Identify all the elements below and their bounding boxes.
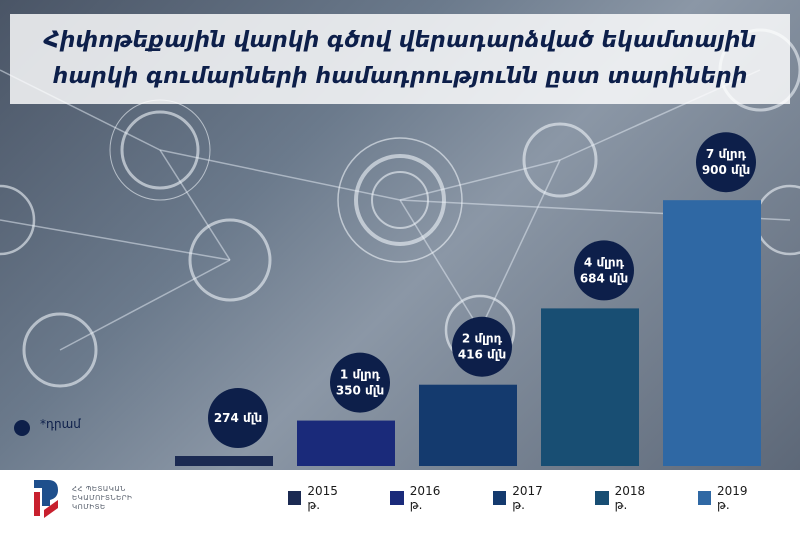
logo-line-2: ԵԿԱՄՈՒՏՆԵՐԻ — [72, 493, 133, 502]
legend-item-5: 2019 թ. — [697, 484, 762, 512]
bar-1 — [175, 456, 273, 466]
legend-swatch-5 — [697, 491, 712, 505]
value-label-5-2: 900 մլն — [702, 163, 750, 177]
legend-swatch-1 — [288, 491, 302, 505]
legend-swatch-3 — [492, 491, 507, 505]
value-label-2-1: 1 մլրդ — [340, 368, 381, 382]
value-label-4-2: 684 մլն — [580, 271, 628, 285]
value-bubble-5 — [696, 132, 756, 193]
chart-title: Հիփոթեքային վարկի գծով վերադարձված եկամտ… — [43, 28, 757, 89]
legend-label-1: 2015 թ. — [307, 484, 338, 512]
value-label-4-1: 4 մլրդ — [584, 255, 625, 269]
logo-line-1: ՀՀ ՊԵՏԱԿԱՆ — [72, 484, 126, 493]
src-logo-icon — [34, 480, 58, 518]
unit-note: *դրամ — [14, 417, 81, 436]
legend-item-2: 2016 թ. — [390, 484, 454, 512]
bar-2 — [297, 420, 395, 466]
legend-label-5: 2019 թ. — [717, 484, 748, 512]
value-label-5-1: 7 մլրդ — [706, 147, 747, 161]
legend-label-4: 2018 թ. — [614, 484, 646, 512]
value-bubble-1 — [208, 388, 268, 448]
value-bubble-2 — [330, 352, 390, 413]
value-label-1-1: 274 մլն — [214, 411, 262, 425]
unit-label: *դրամ — [40, 417, 81, 431]
bar-5 — [663, 200, 761, 466]
value-bubble-3 — [452, 316, 512, 377]
chart-background: Հիփոթեքային վարկի գծով վերադարձված եկամտ… — [0, 0, 800, 470]
bar-3 — [419, 384, 517, 466]
bar-4 — [541, 308, 639, 466]
legend-swatch-2 — [390, 491, 404, 505]
chart-legend: 2015 թ. 2016 թ. 2017 թ. 2018 թ. 2019 թ. — [288, 484, 800, 512]
value-label-3-2: 416 մլն — [458, 348, 506, 362]
legend-label-2: 2016 թ. — [409, 484, 441, 512]
logo-text: ՀՀ ՊԵՏԱԿԱՆ ԵԿԱՄՈՒՏՆԵՐԻ ԿՈՄԻՏԵ — [72, 485, 132, 512]
value-bubble-4 — [574, 240, 634, 301]
logo-line-3: ԿՈՄԻՏԵ — [72, 502, 106, 511]
agency-logo: ՀՀ ՊԵՏԱԿԱՆ ԵԿԱՄՈՒՏՆԵՐԻ ԿՈՄԻՏԵ — [30, 476, 132, 520]
value-label-2-2: 350 մլն — [336, 384, 384, 398]
unit-bullet-icon — [14, 420, 30, 436]
bar-chart: 274 մլն 1 մլրդ 350 մլն 2 մլրդ 416 մլն 4 մլրդ 6… — [175, 132, 761, 466]
legend-item-3: 2017 թ. — [492, 484, 557, 512]
title-banner: Հիփոթեքային վարկի գծով վերադարձված եկամտ… — [10, 14, 790, 104]
footer: ՀՀ ՊԵՏԱԿԱՆ ԵԿԱՄՈՒՏՆԵՐԻ ԿՈՄԻՏԵ 2015 թ. 201… — [0, 470, 800, 534]
legend-label-3: 2017 թ. — [512, 484, 543, 512]
value-label-3-1: 2 մլրդ — [462, 332, 503, 346]
legend-item-1: 2015 թ. — [288, 484, 352, 512]
legend-item-4: 2018 թ. — [595, 484, 659, 512]
legend-swatch-4 — [595, 491, 609, 505]
